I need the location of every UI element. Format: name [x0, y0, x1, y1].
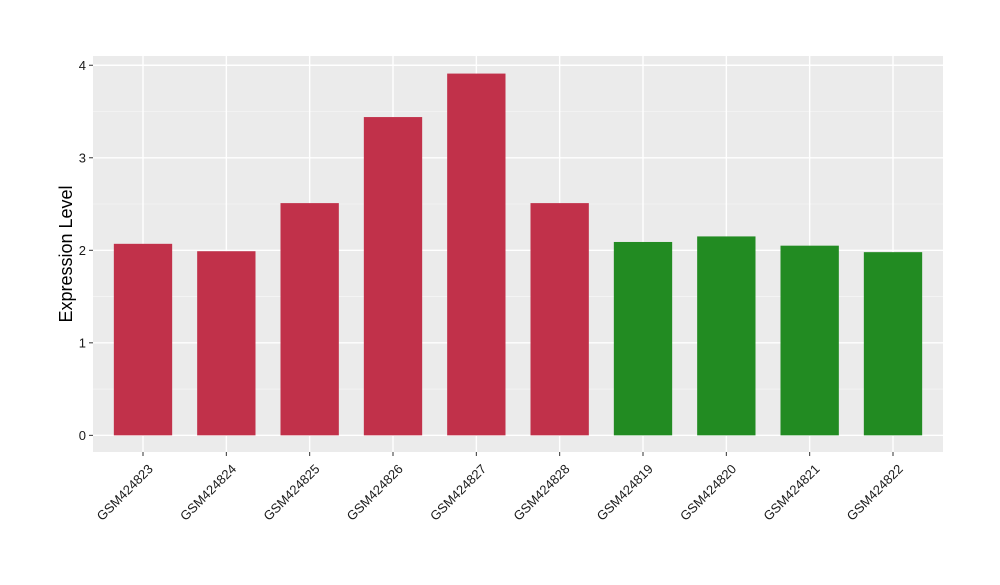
bar-GSM424827	[447, 73, 506, 436]
x-tick-label: GSM424820	[677, 461, 739, 523]
bar-GSM424820	[697, 236, 756, 436]
bar-GSM424826	[363, 117, 423, 436]
x-tick-label: GSM424822	[844, 461, 906, 523]
x-axis: GSM424823 GSM424824 GSM424825 GSM424826 GSM4…	[94, 452, 906, 524]
x-tick-label: GSM424827	[427, 461, 489, 523]
y-tick-label: 0	[79, 428, 86, 443]
bar-GSM424823	[113, 243, 173, 436]
y-tick-label: 1	[79, 335, 86, 350]
x-tick-label: GSM424821	[760, 461, 822, 523]
bars	[113, 73, 923, 436]
y-tick-label: 4	[79, 58, 86, 73]
x-tick-label: GSM424824	[177, 461, 239, 523]
bar-GSM424828	[530, 203, 589, 436]
x-tick-label: GSM424828	[510, 461, 572, 523]
y-tick-label: 2	[79, 243, 86, 258]
bar-GSM424825	[280, 203, 339, 436]
x-tick-label: GSM424825	[260, 461, 322, 523]
bar-GSM424821	[780, 245, 839, 436]
x-tick-label: GSM424826	[344, 461, 406, 523]
y-axis-title: Expression Level	[56, 185, 76, 322]
bar-GSM424824	[197, 251, 256, 436]
y-tick-label: 3	[79, 150, 86, 165]
x-tick-label: GSM424823	[94, 461, 156, 523]
x-tick-label: GSM424819	[594, 461, 656, 523]
bar-GSM424819	[613, 241, 673, 436]
y-axis: 0 1 2 3 4	[79, 58, 93, 443]
bar-GSM424822	[863, 252, 923, 436]
